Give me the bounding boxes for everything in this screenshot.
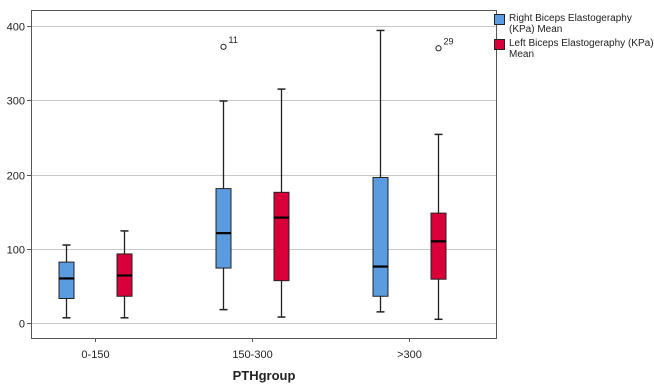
gridlines <box>31 26 496 324</box>
box-right-1: 11 <box>215 35 238 311</box>
outlier-point <box>220 43 227 50</box>
legend-label-left: Left Biceps Elastogeraphy (KPa) Mean <box>509 38 654 60</box>
box-iqr <box>372 176 389 297</box>
legend-item-right: Right Biceps Elastogeraphy (KPa) Mean <box>494 13 654 35</box>
x-tick-label-0: 0-150 <box>81 349 109 361</box>
y-tick-label-100: 100 <box>7 245 25 257</box>
box-right-0 <box>58 244 75 319</box>
box-iqr <box>273 191 290 282</box>
y-axis-ticks: 0 100 200 300 400 <box>7 22 31 331</box>
box-iqr <box>58 261 75 299</box>
box-iqr <box>430 212 447 280</box>
outlier-label: 29 <box>444 36 454 46</box>
box-series: 11 29 <box>58 29 454 321</box>
y-tick-label-300: 300 <box>7 96 25 108</box>
legend: Right Biceps Elastogeraphy (KPa) Mean Le… <box>494 13 654 63</box>
box-left-1 <box>273 88 290 318</box>
x-axis-ticks: 0-150 150-300 >300 <box>81 338 422 361</box>
box-left-2: 29 <box>430 36 454 321</box>
legend-swatch-left <box>494 39 505 50</box>
legend-swatch-right <box>494 14 505 25</box>
plot-frame <box>31 10 497 339</box>
outlier-label: 11 <box>229 35 238 45</box>
legend-label-right: Right Biceps Elastogeraphy (KPa) Mean <box>509 13 632 35</box>
x-tick-label-2: >300 <box>397 349 422 361</box>
y-tick-label-200: 200 <box>7 171 25 183</box>
x-axis-title: PTHgroup <box>233 368 296 383</box>
box-iqr <box>215 188 232 269</box>
y-tick-label-400: 400 <box>7 22 25 34</box>
outlier-point <box>435 45 442 52</box>
box-right-2 <box>372 29 389 313</box>
x-tick-label-1: 150-300 <box>232 349 272 361</box>
y-tick-label-0: 0 <box>19 319 25 331</box>
legend-item-left: Left Biceps Elastogeraphy (KPa) Mean <box>494 38 654 60</box>
box-left-0 <box>116 230 133 319</box>
